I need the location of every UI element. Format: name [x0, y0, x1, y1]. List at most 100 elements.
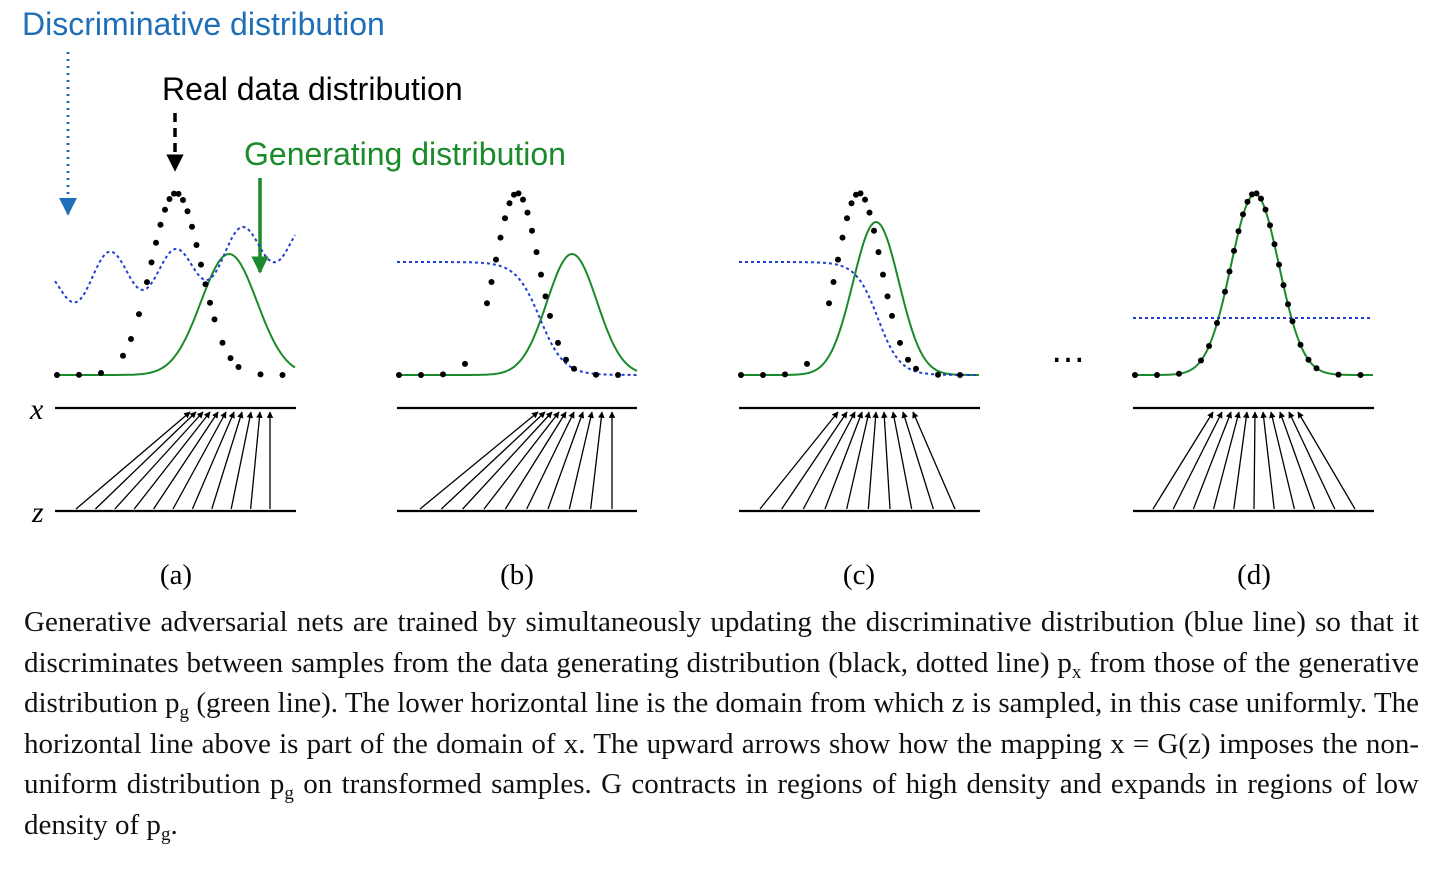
panel-c-label: (c)	[843, 559, 875, 591]
caption-text-3: (green line). The lower horizontal line …	[24, 687, 1420, 800]
real-data-point-d	[1258, 195, 1264, 202]
real-data-point-d	[1267, 222, 1273, 229]
mapping-arrow-d	[1172, 411, 1223, 510]
generating-distribution-curve-a	[55, 252, 296, 376]
real-data-point-a	[76, 371, 82, 378]
real-data-point-a	[54, 372, 60, 378]
mapping-arrow-b	[419, 411, 539, 510]
real-data-point-c	[875, 249, 882, 256]
mapping-arrow-a	[133, 411, 211, 510]
mapping-arrow-a	[75, 411, 191, 510]
real-data-point-d	[1226, 268, 1233, 275]
mapping-arrow-b	[547, 411, 585, 510]
mapping-arrow-a	[230, 411, 254, 510]
real-data-point-b	[524, 209, 531, 216]
real-data-point-b	[533, 249, 540, 256]
real-data-point-a	[279, 372, 286, 378]
caption-sub-g-1: g	[179, 702, 190, 723]
mapping-arrow-b	[504, 411, 567, 510]
real-data-point-c	[839, 234, 846, 241]
mapping-arrow-c	[781, 411, 848, 510]
mapping-arrow-d	[1269, 411, 1296, 510]
mapping-arrow-b	[483, 411, 560, 510]
mapping-arrow-d	[1212, 411, 1241, 510]
real-data-point-a	[180, 197, 186, 203]
mapping-arrow-a	[191, 411, 235, 510]
real-data-point-c	[889, 312, 895, 319]
real-data-point-d	[1357, 372, 1364, 378]
real-data-point-b	[497, 234, 504, 241]
mapping-arrow-d	[1297, 411, 1356, 510]
real-data-point-b	[488, 279, 495, 285]
x-axis-label: x	[29, 393, 44, 426]
real-data-point-d	[1276, 261, 1282, 268]
real-data-point-a	[136, 311, 142, 318]
real-data-point-c	[913, 365, 919, 372]
real-data-point-b	[529, 227, 535, 234]
real-data-point-b	[542, 293, 549, 300]
real-data-point-d	[1285, 301, 1291, 308]
real-data-point-c	[853, 191, 859, 198]
caption-sub-x: x	[1071, 661, 1082, 683]
panel-d-label: (d)	[1237, 559, 1271, 591]
mapping-arrow-a	[94, 411, 197, 510]
real-data-point-d	[1231, 247, 1237, 254]
real-data-point-c	[844, 215, 850, 222]
real-data-point-b	[547, 312, 553, 319]
z-axis-label: z	[31, 496, 44, 529]
mapping-arrow-a	[153, 411, 219, 510]
real-data-point-a	[189, 223, 195, 230]
real-data-point-c	[848, 200, 855, 207]
real-data-distribution-callout: Real data distribution	[162, 71, 463, 107]
figure-caption: Generative adversarial nets are trained …	[24, 602, 1419, 845]
real-data-point-d	[1222, 288, 1228, 295]
real-data-point-b	[462, 360, 468, 367]
real-data-point-b	[493, 256, 499, 263]
real-data-point-b	[506, 200, 513, 207]
generating-distribution-curve-d	[1133, 192, 1373, 376]
real-data-point-c	[826, 300, 832, 307]
mapping-arrow-b	[440, 411, 546, 510]
mapping-arrow-c	[881, 411, 891, 510]
mapping-arrow-d	[1251, 411, 1259, 510]
discriminative-distribution-curve-b	[397, 261, 637, 376]
real-data-point-c	[804, 360, 810, 367]
real-data-point-d	[1154, 372, 1160, 378]
real-data-point-b	[396, 372, 402, 378]
real-data-point-a	[162, 206, 168, 213]
mapping-arrow-a	[172, 411, 227, 510]
mapping-arrow-c	[901, 411, 934, 510]
real-data-point-a	[128, 336, 134, 342]
real-data-point-a	[166, 196, 173, 202]
real-data-point-a	[184, 208, 191, 215]
real-data-point-b	[418, 372, 424, 378]
real-data-point-a	[144, 279, 150, 286]
real-data-point-a	[193, 242, 200, 248]
real-data-point-d	[1214, 320, 1220, 326]
panel-b-label: (b)	[500, 559, 534, 591]
real-data-point-b	[515, 190, 522, 197]
mapping-arrow-a	[114, 411, 204, 510]
real-data-point-d	[1305, 356, 1312, 363]
mapping-arrow-c	[912, 411, 956, 510]
mapping-arrow-b	[526, 411, 575, 510]
real-data-point-c	[830, 279, 837, 285]
real-data-point-d	[1335, 371, 1342, 378]
real-data-point-b	[555, 339, 561, 346]
real-data-point-b	[502, 215, 508, 222]
real-data-point-a	[198, 261, 204, 268]
real-data-point-c	[862, 196, 868, 203]
generating-distribution-curve-b	[397, 252, 638, 376]
real-data-point-a	[98, 370, 104, 376]
generating-distribution-curve-c	[739, 220, 979, 376]
real-data-point-c	[760, 372, 766, 378]
real-data-point-d	[1235, 228, 1242, 235]
mapping-arrow-a	[249, 411, 263, 510]
discriminative-distribution-curve-a	[54, 225, 296, 304]
real-data-point-d	[1313, 365, 1320, 372]
real-data-point-d	[1249, 191, 1255, 198]
real-data-point-a	[171, 190, 177, 197]
caption-text-4: on transformed samples. G contracts in r…	[24, 768, 1419, 841]
real-data-point-a	[219, 339, 226, 346]
real-data-point-c	[897, 339, 903, 346]
